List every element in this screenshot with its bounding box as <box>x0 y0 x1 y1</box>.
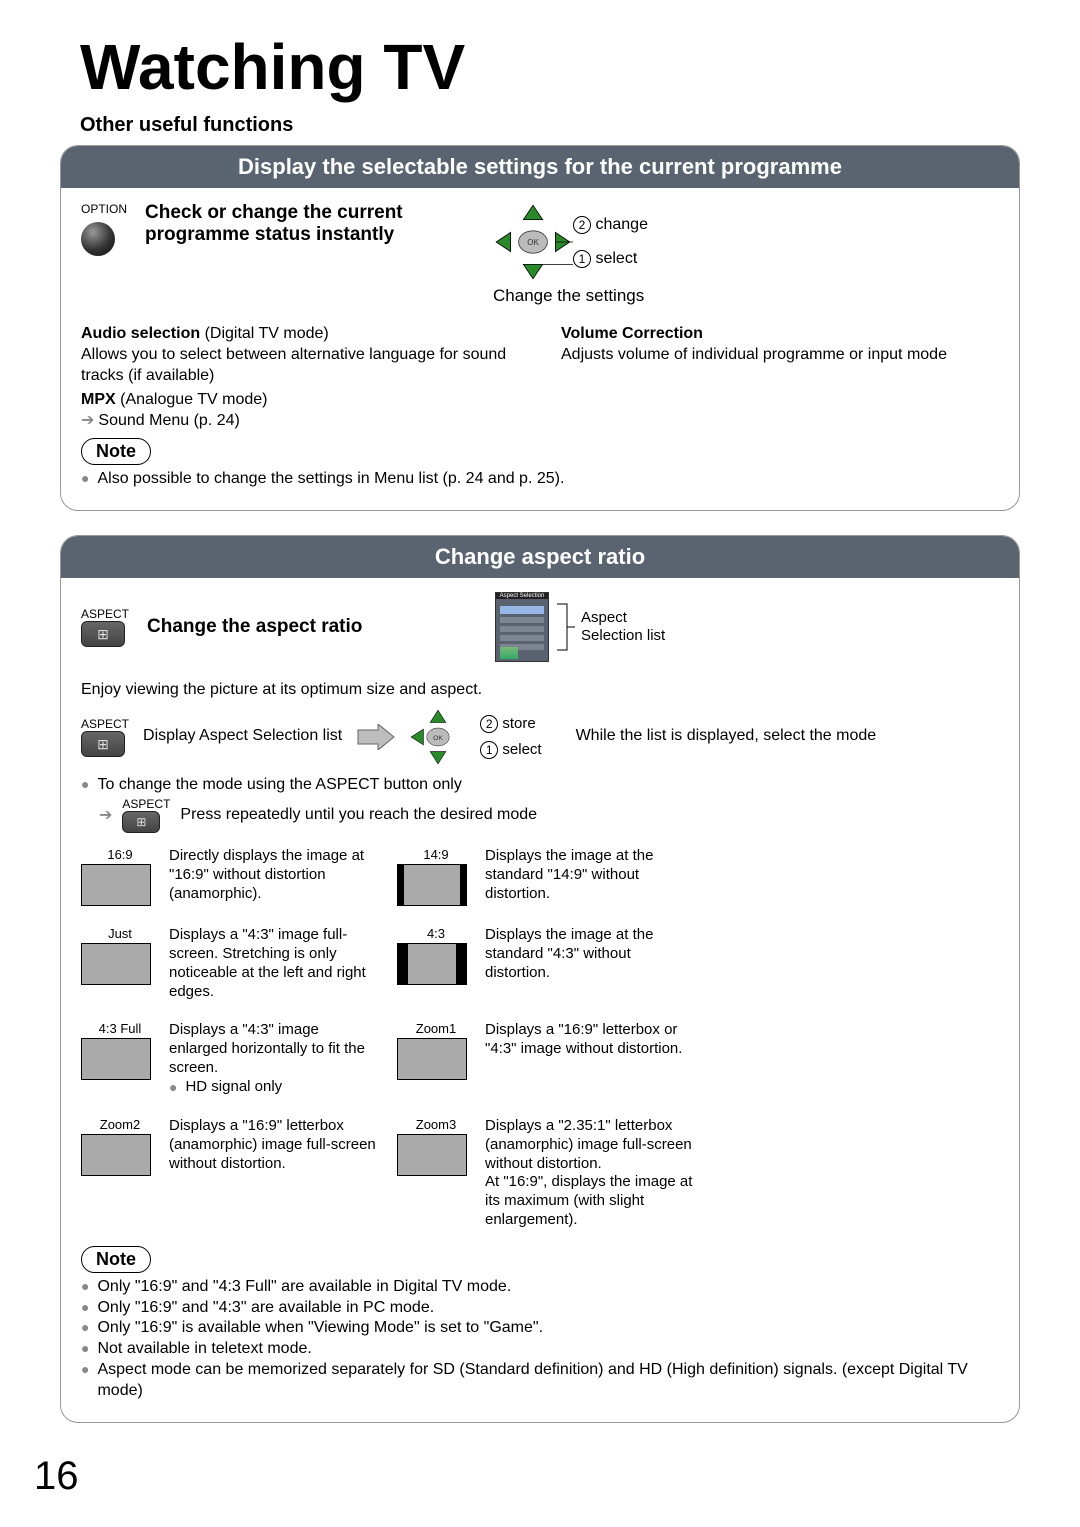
lbl-z3: Zoom3 <box>397 1117 475 1132</box>
desc-43f: Displays a "4:3" image enlarged horizont… <box>169 1021 365 1076</box>
ann-1: 1 <box>573 250 591 268</box>
changemode-text: To change the mode using the ASPECT butt… <box>97 775 461 796</box>
desc-z1: Displays a "16:9" letterbox or "4:3" ima… <box>485 1021 695 1097</box>
panel-aspect-ratio: Change aspect ratio ASPECT ⊞ Change the … <box>60 535 1020 1423</box>
audio-mode: (Digital TV mode) <box>200 325 329 342</box>
vol-title: Volume Correction <box>561 324 999 345</box>
note1-text: Also possible to change the settings in … <box>97 469 564 490</box>
panel1-banner: Display the selectable settings for the … <box>61 146 1019 188</box>
page-title: Watching TV <box>80 30 1020 104</box>
lbl-z2: Zoom2 <box>81 1117 159 1132</box>
option-button-icon <box>81 222 115 256</box>
display-list-text: Display Aspect Selection list <box>143 726 342 747</box>
press-text: Press repeatedly until you reach the des… <box>180 805 537 826</box>
aspect-item-169: 16:9 Directly displays the image at "16:… <box>81 847 381 906</box>
subsection-title: Other useful functions <box>80 114 1020 137</box>
p2-note5: Aspect mode can be memorized separately … <box>97 1360 999 1402</box>
mpx-mode: (Analogue TV mode) <box>116 391 268 408</box>
panel2-banner: Change aspect ratio <box>61 536 1019 578</box>
mpx-title: MPX <box>81 391 116 408</box>
aspect-item-z3: Zoom3 Displays a "2.35:1" letterbox (ana… <box>397 1117 697 1230</box>
dpad-icon: OK <box>493 202 573 282</box>
check-change-l2: programme status instantly <box>145 224 445 246</box>
enjoy-text: Enjoy viewing the picture at its optimum… <box>81 680 999 701</box>
store-text: store <box>502 715 535 732</box>
desc-z2: Displays a "16:9" letterbox (anamorphic)… <box>169 1117 379 1230</box>
vol-desc: Adjusts volume of individual programme o… <box>561 345 999 366</box>
svg-text:OK: OK <box>433 734 443 741</box>
lbl-43: 4:3 <box>397 926 475 941</box>
p2-note4: Not available in teletext mode. <box>97 1339 311 1360</box>
arrow-icon <box>356 724 396 750</box>
dpad-select: select <box>595 250 637 267</box>
p2-note3: Only "16:9" is available when "Viewing M… <box>97 1318 543 1339</box>
mpx-ref: Sound Menu (p. 24) <box>98 412 239 429</box>
desc-43: Displays the image at the standard "4:3"… <box>485 926 695 1001</box>
check-change-l1: Check or change the current <box>145 202 445 224</box>
change-settings-text: Change the settings <box>493 286 648 306</box>
aspect-button-icon: ⊞ <box>81 621 125 647</box>
dpad-change: change <box>595 216 648 233</box>
desc-just: Displays a "4:3" image full-screen. Stre… <box>169 926 379 1001</box>
option-caption: OPTION <box>81 202 127 216</box>
desc-149: Displays the image at the standard "14:9… <box>485 847 695 906</box>
lbl-149: 14:9 <box>397 847 475 862</box>
lbl-43f: 4:3 Full <box>81 1021 159 1036</box>
menu-label-l1: Aspect <box>581 609 665 627</box>
desc-169: Directly displays the image at "16:9" wi… <box>169 847 379 906</box>
menu-label-l2: Selection list <box>581 627 665 645</box>
aspect-caption-2: ASPECT <box>81 717 129 731</box>
change-aspect-title: Change the aspect ratio <box>147 616 477 638</box>
audio-desc: Allows you to select between alternative… <box>81 345 521 387</box>
p2-note2: Only "16:9" and "4:3" are available in P… <box>97 1298 434 1319</box>
dpad-icon-2: OK <box>410 709 466 765</box>
aspect-item-43f: 4:3 Full Displays a "4:3" image enlarged… <box>81 1021 381 1097</box>
while-text: While the list is displayed, select the … <box>576 726 877 747</box>
note-label-2: Note <box>81 1246 151 1273</box>
note-label-1: Note <box>81 438 151 465</box>
lbl-z1: Zoom1 <box>397 1021 475 1036</box>
ann-2: 2 <box>573 216 591 234</box>
lbl-just: Just <box>81 926 159 941</box>
desc-z3: Displays a "2.35:1" letterbox (anamorphi… <box>485 1117 695 1230</box>
bracket-icon <box>555 602 575 652</box>
extra-43f: HD signal only <box>185 1078 282 1098</box>
select-text: select <box>502 741 541 758</box>
aspect-item-149: 14:9 Displays the image at the standard … <box>397 847 697 906</box>
audio-title: Audio selection <box>81 325 200 342</box>
aspect-caption-3: ASPECT <box>122 797 170 811</box>
svg-text:OK: OK <box>527 238 539 247</box>
aspect-item-43: 4:3 Displays the image at the standard "… <box>397 926 697 1001</box>
aspect-item-just: Just Displays a "4:3" image full-screen.… <box>81 926 381 1001</box>
aspect-button-icon-3: ⊞ <box>122 811 160 833</box>
aspect-item-z1: Zoom1 Displays a "16:9" letterbox or "4:… <box>397 1021 697 1097</box>
p2-note1: Only "16:9" and "4:3 Full" are available… <box>97 1277 511 1298</box>
lbl-169: 16:9 <box>81 847 159 862</box>
aspect-caption-1: ASPECT <box>81 607 129 621</box>
aspect-button-icon-2: ⊞ <box>81 731 125 757</box>
aspect-menu-thumb: Aspect Selection <box>495 592 549 662</box>
aspect-item-z2: Zoom2 Displays a "16:9" letterbox (anamo… <box>81 1117 381 1230</box>
panel-selectable-settings: Display the selectable settings for the … <box>60 145 1020 511</box>
page-number: 16 <box>34 1454 79 1499</box>
